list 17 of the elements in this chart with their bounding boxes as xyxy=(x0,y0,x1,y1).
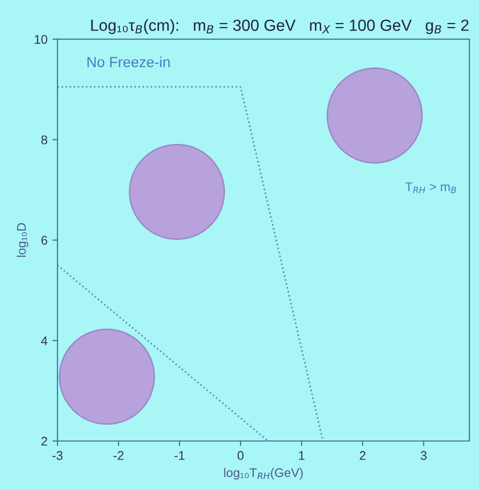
x-tick-label: -3 xyxy=(52,451,62,460)
x-tick-label: 0 xyxy=(238,451,244,460)
y-tick-label: 8 xyxy=(41,135,48,144)
annotation: No Freeze-in xyxy=(88,56,170,68)
x-tick-label: 1 xyxy=(299,451,304,460)
x-axis-title: log₁₀T$_{RH}$(GeV) xyxy=(224,468,303,480)
x-tick-label: -2 xyxy=(114,451,124,460)
y-tick-label: 10 xyxy=(34,35,48,44)
x-tick-label: 2 xyxy=(360,451,366,460)
x-tick-label: -1 xyxy=(174,451,184,460)
y-tick-label: 6 xyxy=(41,236,48,245)
y-axis-title: log₁₀D xyxy=(16,223,28,257)
y-tick-label: 2 xyxy=(41,436,48,446)
chart-title: Log₁₀τ$_{B}$(cm): m$_{B}$ = 300 GeV m$_{X}$ = 100 GeV g$_{B}$ = 2 xyxy=(91,19,469,34)
annotation: T$_{RH}$ > m$_{B}$ xyxy=(405,182,456,194)
y-tick-label: 4 xyxy=(41,336,48,346)
x-tick-label: 3 xyxy=(420,451,427,460)
